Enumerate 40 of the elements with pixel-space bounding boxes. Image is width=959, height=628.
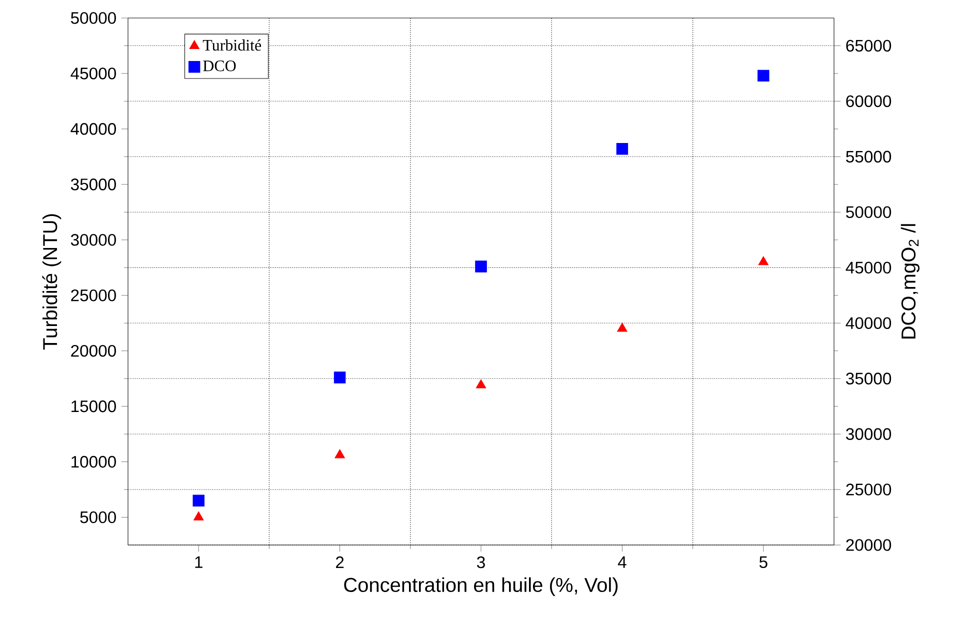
legend-label: DCO [203, 60, 236, 72]
y-tick-label: 40000 [70, 123, 116, 135]
x-tick-label: 3 [476, 556, 485, 568]
x-tick-label: 2 [336, 556, 344, 568]
y2-axis-title: DCO,mgO$_{2}$ /l [900, 224, 920, 339]
point [475, 260, 487, 272]
legend-label: Turbidité [202, 39, 262, 51]
y2-tick-label: 40000 [846, 317, 892, 330]
y-tick-label: 10000 [72, 456, 116, 468]
point [616, 143, 628, 155]
point [476, 379, 486, 388]
y-tick-label: 15000 [72, 400, 116, 412]
y-tick-label: 5000 [80, 511, 116, 524]
y2-tick-label: 50000 [846, 206, 892, 218]
y2-tick-label: 30000 [846, 428, 892, 440]
x-tick-label: 1 [195, 556, 202, 568]
y-tick-label: 45000 [70, 68, 116, 80]
y2-tick-label: 25000 [846, 484, 892, 496]
x-tick-label: 5 [759, 556, 768, 568]
y2-tick-label: 55000 [846, 150, 892, 163]
y2-tick-label: 60000 [846, 95, 892, 108]
point [758, 256, 769, 266]
point [617, 322, 628, 332]
point [334, 449, 345, 458]
y-tick-label: 30000 [70, 234, 116, 246]
point [192, 494, 204, 506]
y2-tick-label: 65000 [846, 40, 892, 52]
y-tick-label: 20000 [71, 344, 116, 357]
point [758, 70, 770, 82]
y-tick-label: 25000 [71, 289, 116, 302]
y-tick-label: 50000 [70, 12, 116, 24]
y-tick-label: 35000 [70, 178, 116, 190]
y2-tick-label: 20000 [846, 539, 892, 551]
y2-tick-label: 45000 [846, 262, 892, 274]
x-axis-title: Concentration en huile (%, Vol) [344, 577, 618, 596]
y2-tick-label: 35000 [846, 372, 892, 384]
point [193, 511, 204, 520]
point [334, 372, 346, 384]
y-axis-title: Turbidité (NTU) [42, 214, 62, 350]
x-tick-label: 4 [618, 556, 626, 568]
